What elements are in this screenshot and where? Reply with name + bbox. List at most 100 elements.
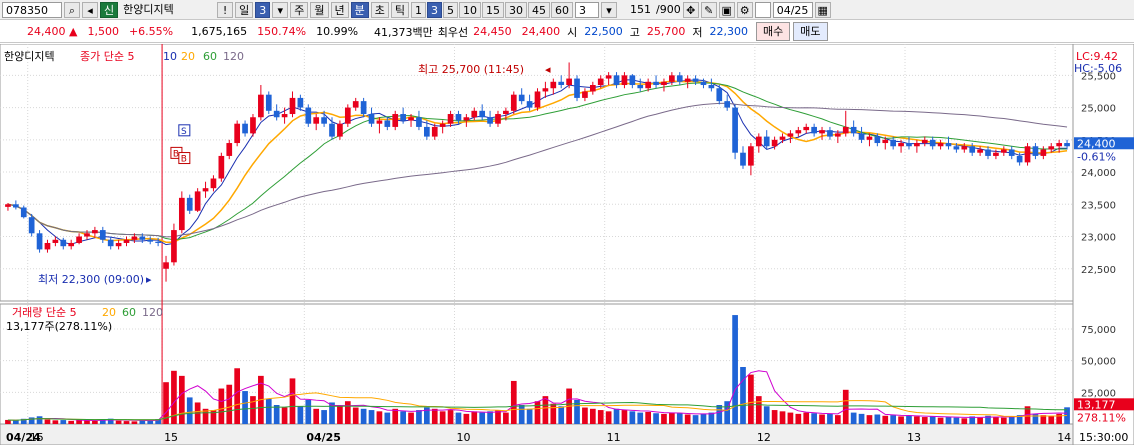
volume-bar: [107, 418, 114, 424]
credit-badge: 신: [100, 1, 119, 18]
date-checkbox[interactable]: [754, 1, 771, 18]
chevron-down-icon[interactable]: ▾: [272, 1, 289, 18]
volume-bar: [210, 410, 217, 424]
volume-bar: [684, 414, 691, 424]
low-price: 22,300: [709, 25, 749, 38]
period-week-button[interactable]: 주: [290, 1, 309, 18]
volume-bar: [716, 405, 723, 424]
period-minute-button[interactable]: 분: [350, 1, 369, 18]
volume-bar: [163, 382, 169, 424]
period-second-button[interactable]: 초: [370, 1, 389, 18]
save-icon[interactable]: ▣: [718, 1, 735, 18]
volume-bar: [732, 315, 738, 424]
turnover-rate: 10.99%: [316, 25, 359, 38]
period-day-count[interactable]: 3: [255, 1, 271, 18]
calendar-icon[interactable]: ▦: [814, 1, 831, 18]
volume-bar: [13, 420, 19, 424]
volume-bar: [487, 411, 493, 424]
volume-bar: [558, 406, 565, 424]
signal-marker-box: [178, 124, 191, 137]
candle-body: [724, 101, 731, 108]
search-icon[interactable]: ⌕: [64, 1, 80, 18]
volume-current-label: 13,177주(278.11%): [6, 320, 112, 333]
volume-bar: [463, 413, 470, 424]
candle-body: [265, 94, 272, 111]
interval-button-15[interactable]: 15: [482, 1, 504, 18]
candle-body: [629, 75, 636, 86]
period-day-button[interactable]: 일: [235, 1, 254, 18]
candle-body: [463, 117, 470, 121]
chevron-down-icon[interactable]: ▾: [601, 1, 617, 18]
date-input[interactable]: 04/25: [772, 1, 813, 18]
interval-button-5[interactable]: 5: [443, 1, 458, 18]
volume-bar: [645, 411, 651, 424]
interval-button-10[interactable]: 10: [459, 1, 481, 18]
volume-bar: [985, 415, 991, 424]
stock-code-input[interactable]: 078350: [2, 1, 62, 18]
volume-bar: [289, 378, 296, 424]
volume-bar: [68, 420, 75, 424]
volume-bar: [1000, 417, 1007, 424]
volume-bar: [471, 411, 478, 424]
period-tick-button[interactable]: 틱: [390, 1, 409, 18]
chart-legend-name: 한양디지텍: [4, 50, 55, 63]
candle-body: [763, 136, 770, 147]
volume-bar: [281, 407, 288, 424]
time-tick-label: 04/25: [306, 431, 341, 444]
candle-body: [510, 94, 517, 111]
candle-body: [914, 143, 920, 147]
chart-area[interactable]: 25,50025,00024,50024,00023,50023,00022,5…: [0, 43, 1134, 446]
volume-bar: [455, 412, 462, 424]
volume-bar: [384, 412, 391, 424]
volume-bar: [84, 420, 90, 424]
candle-body: [92, 230, 98, 234]
interval-button-1[interactable]: 1: [411, 1, 426, 18]
candle-body: [1024, 146, 1031, 163]
volume-bar: [479, 412, 486, 424]
sell-button[interactable]: 매도: [793, 22, 828, 41]
current-price-tag: [1074, 137, 1134, 150]
candlestick-chart[interactable]: 25,50025,00024,50024,00023,50023,00022,5…: [0, 43, 1134, 446]
custom-interval-input[interactable]: 3: [575, 1, 599, 18]
bar-count[interactable]: 151: [630, 2, 651, 16]
candle-body: [866, 136, 873, 140]
candle-body: [36, 233, 43, 250]
period-year-button[interactable]: 년: [330, 1, 349, 18]
volume-bar: [518, 405, 525, 424]
volume-bar: [748, 374, 754, 424]
candle-body: [882, 139, 889, 144]
period-month-button[interactable]: 월: [310, 1, 329, 18]
alert-button[interactable]: !: [217, 1, 234, 18]
volume-legend-ma: 60: [122, 306, 136, 319]
interval-button-45[interactable]: 45: [528, 1, 550, 18]
candle-body: [115, 242, 122, 247]
candle-body: [99, 230, 106, 240]
candle-body: [155, 241, 161, 243]
candle-body: [139, 236, 146, 240]
volume-bar: [131, 421, 138, 424]
price-tick-label: 24,000: [1081, 168, 1116, 179]
interval-button-60[interactable]: 60: [551, 1, 573, 18]
gear-icon[interactable]: ⚙: [736, 1, 753, 18]
buy-button[interactable]: 매수: [756, 22, 791, 41]
candle-body: [771, 139, 778, 147]
volume-bar: [510, 380, 517, 424]
volume-bar: [937, 417, 944, 424]
candle-body: [803, 126, 810, 131]
candle-body: [929, 139, 936, 147]
speaker-icon[interactable]: ◂: [82, 1, 98, 18]
candle-body: [68, 242, 75, 247]
candle-body: [1040, 149, 1047, 156]
volume-bar: [76, 419, 82, 424]
current-price-tag-text: 24,400: [1077, 137, 1116, 150]
draw-tool-icon[interactable]: ✎: [700, 1, 717, 18]
candle-body: [795, 130, 802, 134]
candle-body: [234, 123, 241, 144]
interval-button-3[interactable]: 3: [427, 1, 442, 18]
price-tick-label: 23,500: [1081, 200, 1116, 211]
crosshair-icon[interactable]: ✥: [682, 1, 699, 18]
candle-body: [993, 152, 999, 156]
volume-bar: [344, 401, 351, 424]
candle-body: [408, 117, 414, 121]
interval-button-30[interactable]: 30: [505, 1, 527, 18]
